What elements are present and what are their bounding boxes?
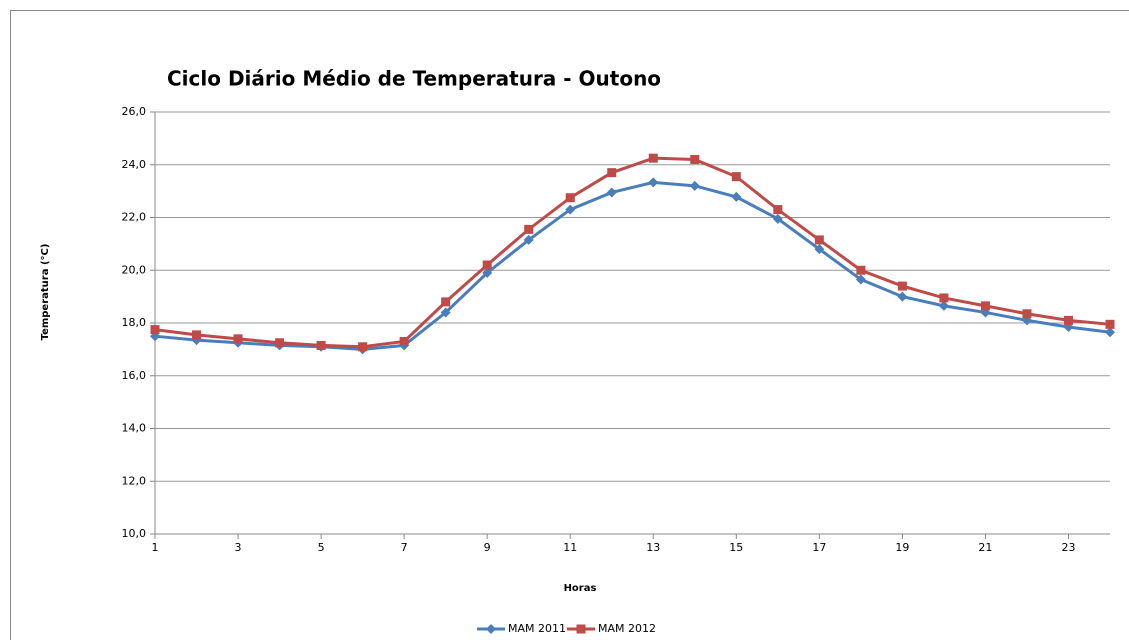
data-point bbox=[690, 154, 700, 164]
data-point bbox=[1105, 327, 1115, 338]
data-point bbox=[482, 267, 493, 278]
data-point bbox=[1105, 319, 1115, 329]
data-point bbox=[1022, 309, 1032, 319]
chart-frame bbox=[10, 10, 1129, 640]
data-point bbox=[1063, 315, 1073, 325]
data-point bbox=[150, 325, 160, 335]
y-tick-label: 20,0 bbox=[122, 263, 147, 276]
data-point bbox=[524, 224, 534, 234]
data-point bbox=[856, 265, 866, 275]
x-tick-label: 5 bbox=[318, 541, 325, 554]
data-point bbox=[731, 172, 741, 182]
x-tick-label: 9 bbox=[484, 541, 491, 554]
y-axis-title: Temperatura (°C) bbox=[40, 244, 51, 341]
data-point bbox=[648, 177, 659, 188]
series-line bbox=[154, 180, 1111, 351]
y-tick-label: 24,0 bbox=[122, 158, 147, 171]
data-point bbox=[814, 244, 825, 255]
data-point bbox=[772, 213, 783, 224]
x-tick-label: 7 bbox=[401, 541, 408, 554]
data-point bbox=[399, 336, 409, 346]
data-point bbox=[980, 301, 990, 311]
data-point bbox=[938, 300, 949, 311]
y-tick-label: 18,0 bbox=[122, 316, 147, 329]
y-tick-label: 10,0 bbox=[122, 527, 147, 540]
data-point bbox=[565, 193, 575, 203]
x-tick-label: 1 bbox=[152, 541, 159, 554]
chart-title: Ciclo Diário Médio de Temperatura - Outo… bbox=[167, 67, 661, 91]
y-tick-label: 16,0 bbox=[122, 369, 147, 382]
y-tick-label: 22,0 bbox=[122, 211, 147, 224]
x-tick-label: 11 bbox=[563, 541, 577, 554]
y-tick-label: 14,0 bbox=[122, 422, 147, 435]
data-point bbox=[814, 235, 824, 245]
data-point bbox=[897, 291, 908, 302]
x-tick-label: 21 bbox=[978, 541, 992, 554]
x-tick-label: 15 bbox=[729, 541, 743, 554]
data-point bbox=[648, 153, 658, 163]
data-point bbox=[441, 297, 451, 307]
x-tick-label: 19 bbox=[895, 541, 909, 554]
data-point bbox=[358, 342, 368, 352]
legend-label: MAM 2011 bbox=[508, 622, 566, 635]
data-point bbox=[316, 340, 326, 350]
y-tick-label: 26,0 bbox=[122, 105, 147, 118]
data-point bbox=[606, 187, 617, 198]
data-point bbox=[523, 234, 534, 245]
legend-marker bbox=[486, 624, 496, 634]
data-point bbox=[192, 330, 202, 340]
x-tick-label: 23 bbox=[1061, 541, 1075, 554]
data-point bbox=[565, 204, 576, 215]
data-point bbox=[773, 205, 783, 215]
legend-marker bbox=[576, 624, 586, 634]
data-point bbox=[855, 274, 866, 285]
data-point bbox=[233, 334, 243, 344]
data-point bbox=[939, 293, 949, 303]
x-tick-label: 3 bbox=[235, 541, 242, 554]
x-tick-label: 13 bbox=[646, 541, 660, 554]
x-axis-title: Horas bbox=[564, 583, 597, 594]
data-point bbox=[607, 168, 617, 178]
series-line bbox=[154, 156, 1111, 349]
data-point bbox=[897, 281, 907, 291]
data-point bbox=[440, 307, 451, 318]
legend-label: MAM 2012 bbox=[598, 622, 656, 635]
data-point bbox=[731, 191, 742, 202]
x-tick-label: 17 bbox=[812, 541, 826, 554]
data-point bbox=[689, 180, 700, 191]
data-point bbox=[482, 260, 492, 270]
data-point bbox=[275, 338, 285, 348]
y-tick-label: 12,0 bbox=[122, 474, 147, 487]
